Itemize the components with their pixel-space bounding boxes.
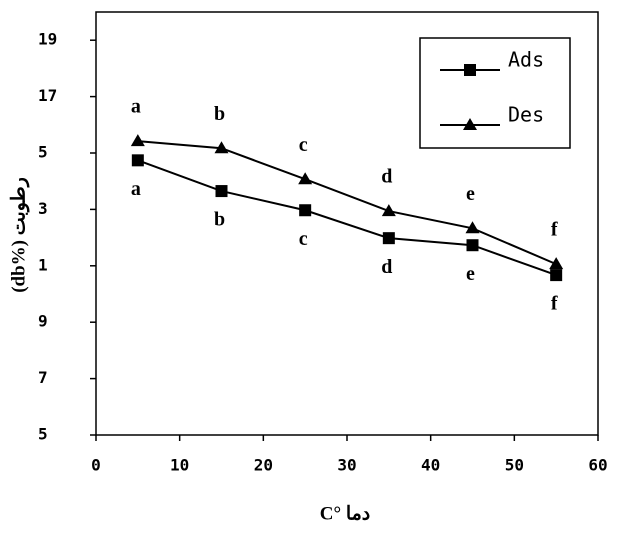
- marker: [466, 239, 479, 252]
- marker: [215, 185, 228, 198]
- x-tick-label: 50: [505, 456, 524, 475]
- legend-marker: [464, 64, 476, 76]
- marker: [130, 134, 145, 147]
- marker: [550, 269, 563, 282]
- y-tick-label: 9: [38, 312, 48, 331]
- marker: [131, 154, 144, 167]
- series-line: [137, 159, 557, 277]
- series-line: [137, 140, 557, 266]
- marker: [299, 204, 312, 217]
- x-tick-label: 20: [254, 456, 273, 475]
- point-label: d: [381, 166, 392, 188]
- y-tick-label: 5: [38, 425, 48, 444]
- y-tick-label: 5: [38, 143, 48, 162]
- x-tick-label: 40: [421, 456, 440, 475]
- legend: [419, 37, 571, 149]
- marker: [382, 232, 395, 245]
- marker: [381, 204, 396, 217]
- point-label: f: [551, 219, 558, 241]
- legend-marker: [463, 118, 477, 130]
- x-tick-label: 0: [91, 456, 101, 475]
- point-label: f: [551, 293, 558, 315]
- point-label: b: [214, 103, 225, 125]
- y-tick-label: 3: [38, 199, 48, 218]
- marker: [214, 141, 229, 154]
- y-tick-label: 1: [38, 255, 48, 274]
- legend-label: Ads: [508, 48, 544, 72]
- x-axis-label: دما °C: [320, 503, 371, 524]
- marker: [298, 172, 313, 185]
- y-tick-label: 17: [38, 86, 57, 105]
- y-tick-label: 7: [38, 368, 48, 387]
- point-label: c: [299, 134, 308, 156]
- legend-label: Des: [508, 103, 544, 127]
- x-tick-label: 10: [170, 456, 189, 475]
- y-axis-label: رطوبت (%db): [8, 177, 29, 293]
- marker: [465, 221, 480, 234]
- x-tick-label: 60: [588, 456, 607, 475]
- point-label: c: [299, 228, 308, 250]
- point-label: a: [131, 96, 141, 118]
- x-tick-label: 30: [337, 456, 356, 475]
- point-label: a: [131, 178, 141, 200]
- marker: [549, 257, 564, 270]
- point-label: d: [381, 256, 392, 278]
- point-label: e: [466, 183, 475, 205]
- y-tick-label: 19: [38, 30, 57, 49]
- point-label: e: [466, 263, 475, 285]
- point-label: b: [214, 209, 225, 231]
